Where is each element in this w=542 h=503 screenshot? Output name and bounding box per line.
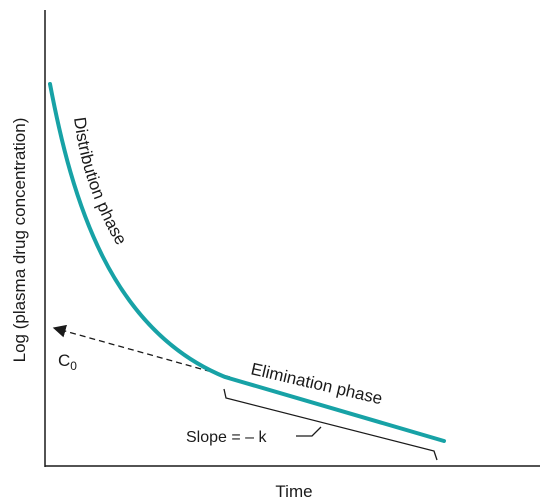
distribution-phase-label: Distribution phase	[70, 116, 131, 248]
concentration-curve	[48, 82, 446, 443]
c0-label-base: C	[58, 351, 70, 370]
y-axis-label: Log (plasma drug concentration)	[10, 118, 29, 363]
slope-leader	[296, 426, 322, 437]
c0-label: C0	[58, 351, 77, 373]
x-axis-label: Time	[275, 482, 312, 501]
slope-label: Slope = – k	[186, 429, 268, 446]
slope-bracket	[223, 388, 438, 461]
c0-label-subscript: 0	[70, 359, 77, 373]
distribution-phase-label-text: Distribution phase	[70, 116, 131, 248]
elimination-phase-label-text: Elimination phase	[249, 359, 384, 408]
c0-extrapolation-arrow	[52, 324, 231, 378]
elimination-phase-label: Elimination phase	[249, 359, 384, 408]
